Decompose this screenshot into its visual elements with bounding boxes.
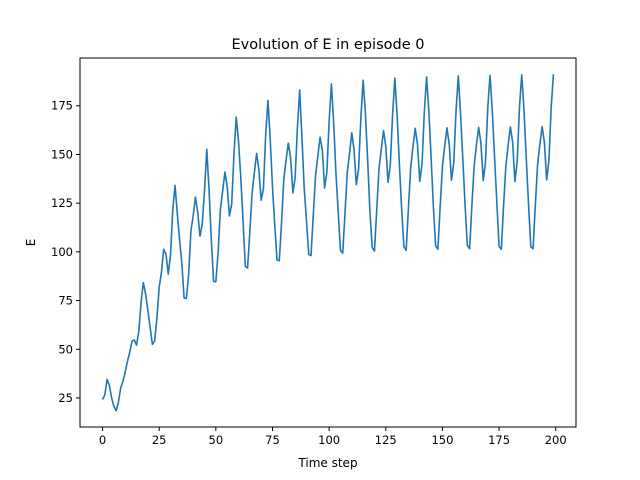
x-tick-label: 50 — [209, 433, 224, 447]
x-tick-label: 175 — [488, 433, 510, 447]
x-tick-label: 25 — [152, 433, 167, 447]
x-tick-label: 75 — [265, 433, 280, 447]
y-axis-label: E — [24, 239, 38, 247]
chart-title: Evolution of E in episode 0 — [232, 37, 425, 53]
y-tick-label: 25 — [58, 391, 73, 405]
x-tick-label: 150 — [431, 433, 453, 447]
y-tick-label: 125 — [51, 196, 73, 210]
y-axis: 25 50 75 100 125 150 175 — [51, 99, 80, 405]
x-axis: 0 25 50 75 100 125 150 175 200 — [99, 427, 567, 447]
x-tick-label: 125 — [375, 433, 397, 447]
plot-area — [79, 57, 577, 428]
y-tick-label: 100 — [51, 245, 73, 259]
x-axis-label: Time step — [297, 456, 357, 470]
y-tick-label: 150 — [51, 147, 73, 161]
y-tick-label: 175 — [51, 99, 73, 113]
x-tick-label: 200 — [545, 433, 567, 447]
x-tick-label: 100 — [318, 433, 340, 447]
series-line — [101, 73, 555, 412]
y-tick-label: 50 — [58, 342, 73, 356]
axes-frame — [79, 57, 577, 428]
x-tick-label: 0 — [99, 433, 106, 447]
y-tick-label: 75 — [58, 294, 73, 308]
